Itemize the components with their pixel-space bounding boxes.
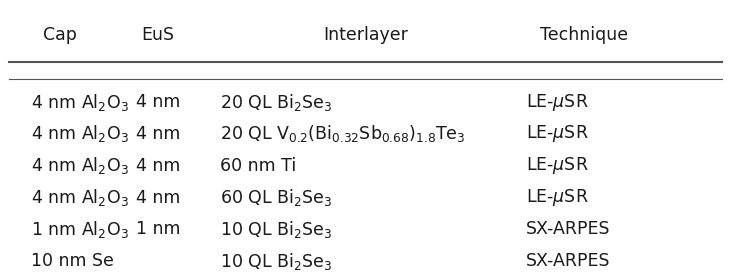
Text: EuS: EuS [142, 26, 175, 44]
Text: 1 nm: 1 nm [136, 220, 181, 238]
Text: 4 nm Al$_2$O$_3$: 4 nm Al$_2$O$_3$ [31, 187, 128, 208]
Text: 4 nm Al$_2$O$_3$: 4 nm Al$_2$O$_3$ [31, 92, 128, 113]
Text: 10 nm Se: 10 nm Se [31, 252, 113, 270]
Text: SX-ARPES: SX-ARPES [526, 252, 610, 270]
Text: 60 QL Bi$_2$Se$_3$: 60 QL Bi$_2$Se$_3$ [220, 187, 332, 208]
Text: 20 QL V$_{0.2}$(Bi$_{0.32}$Sb$_{0.68}$)$_{1.8}$Te$_3$: 20 QL V$_{0.2}$(Bi$_{0.32}$Sb$_{0.68}$)$… [220, 124, 466, 145]
Text: Interlayer: Interlayer [323, 26, 408, 44]
Text: 4 nm Al$_2$O$_3$: 4 nm Al$_2$O$_3$ [31, 155, 128, 176]
Text: LE-$\mu$SR: LE-$\mu$SR [526, 124, 588, 145]
Text: 1 nm Al$_2$O$_3$: 1 nm Al$_2$O$_3$ [31, 219, 128, 240]
Text: 60 nm Ti: 60 nm Ti [220, 157, 296, 175]
Text: 4 nm: 4 nm [136, 189, 181, 206]
Text: 4 nm: 4 nm [136, 157, 181, 175]
Text: 4 nm: 4 nm [136, 125, 181, 143]
Text: 4 nm: 4 nm [136, 93, 181, 111]
Text: Technique: Technique [540, 26, 628, 44]
Text: Cap: Cap [42, 26, 77, 44]
Text: 10 QL Bi$_2$Se$_3$: 10 QL Bi$_2$Se$_3$ [220, 219, 332, 240]
Text: LE-$\mu$SR: LE-$\mu$SR [526, 187, 588, 208]
Text: SX-ARPES: SX-ARPES [526, 220, 610, 238]
Text: 10 QL Bi$_2$Se$_3$: 10 QL Bi$_2$Se$_3$ [220, 251, 332, 271]
Text: 4 nm Al$_2$O$_3$: 4 nm Al$_2$O$_3$ [31, 124, 128, 145]
Text: LE-$\mu$SR: LE-$\mu$SR [526, 92, 588, 113]
Text: LE-$\mu$SR: LE-$\mu$SR [526, 155, 588, 176]
Text: 20 QL Bi$_2$Se$_3$: 20 QL Bi$_2$Se$_3$ [220, 92, 332, 113]
